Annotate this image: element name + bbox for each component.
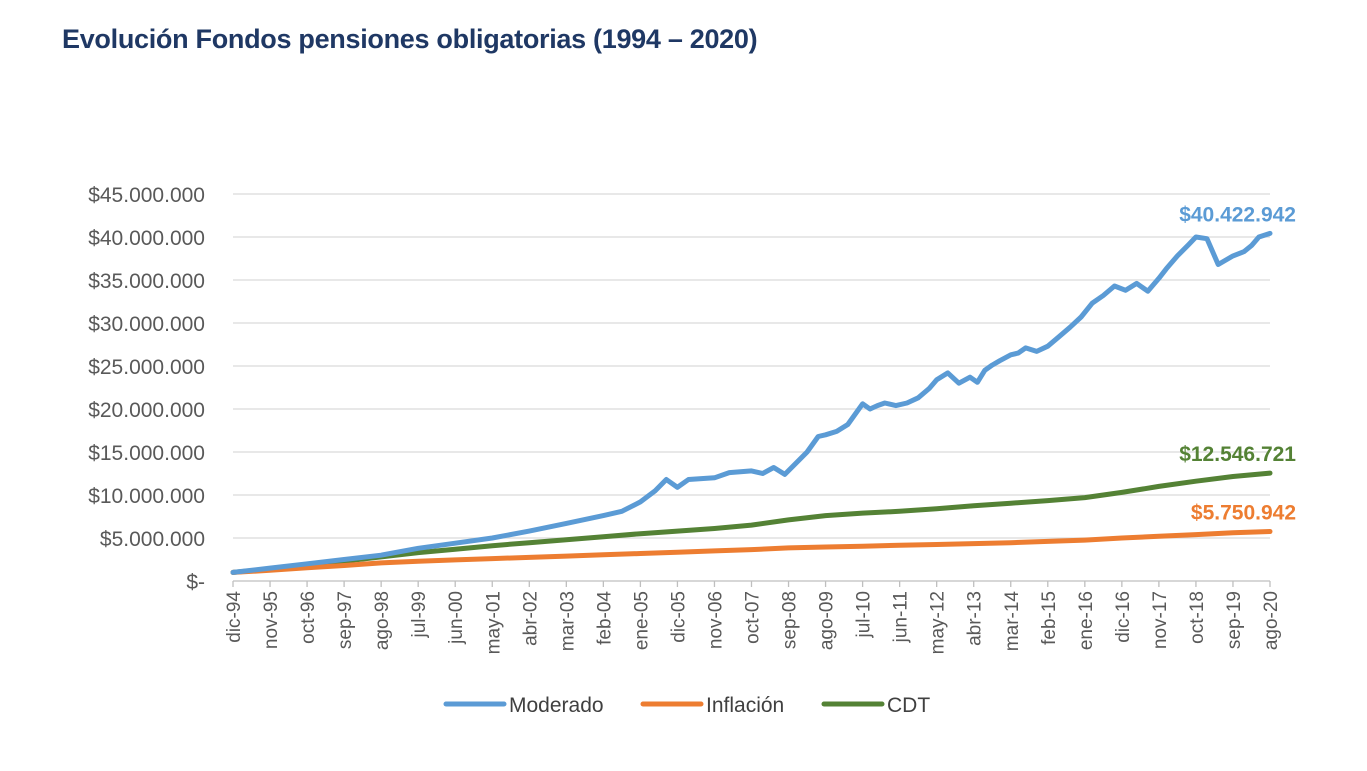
x-tick-label: dic-16 — [1113, 591, 1134, 643]
x-tick-label: may-12 — [928, 591, 949, 654]
x-tick-label: oct-18 — [1187, 591, 1208, 644]
x-tick-label: nov-17 — [1150, 591, 1171, 649]
y-tick-label: $5.000.000 — [100, 528, 205, 551]
x-tick-label: jun-00 — [446, 591, 467, 645]
x-tick-label: mar-03 — [557, 591, 578, 651]
x-tick-label: ago-09 — [817, 591, 838, 650]
x-tick-label: oct-96 — [298, 591, 319, 644]
y-tick-label: $20.000.000 — [88, 399, 205, 422]
y-tick-label: $- — [186, 571, 205, 594]
x-tick-label: ago-20 — [1261, 591, 1282, 650]
y-tick-label: $25.000.000 — [88, 356, 205, 379]
x-tick-label: feb-15 — [1039, 591, 1060, 645]
x-tick-label: sep-97 — [335, 591, 356, 649]
end-label-moderado: $40.422.942 — [1179, 203, 1296, 226]
y-tick-label: $45.000.000 — [88, 184, 205, 207]
x-tick-label: oct-07 — [743, 591, 764, 644]
x-tick-label: jul-99 — [409, 591, 430, 638]
x-tick-label: nov-06 — [705, 591, 726, 649]
x-tick-label: jul-10 — [854, 591, 875, 638]
x-tick-label: ago-98 — [372, 591, 393, 650]
x-tick-label: abr-13 — [965, 591, 986, 646]
x-tick-label: jun-11 — [891, 591, 912, 643]
end-label-inflacin: $5.750.942 — [1191, 502, 1296, 525]
x-axis: dic-94 nov-95 oct-96 sep-97 ago-98 jul-99 jun-… — [224, 581, 1282, 654]
end-label-cdt: $12.546.721 — [1179, 443, 1296, 466]
y-tick-label: $30.000.000 — [88, 313, 205, 336]
y-tick-label: $10.000.000 — [88, 485, 205, 508]
x-tick-label: sep-19 — [1224, 591, 1245, 649]
x-tick-label: abr-02 — [520, 591, 541, 646]
y-tick-label: $15.000.000 — [88, 442, 205, 465]
legend: Moderado Inflación CDT — [446, 694, 930, 717]
series-lines — [233, 233, 1270, 572]
series-line-moderado — [233, 233, 1270, 572]
line-chart: $- $5.000.000 $10.000.000 $15.000.000 $20.00… — [0, 0, 1367, 771]
y-tick-label: $35.000.000 — [88, 270, 205, 293]
legend-label-cdt: CDT — [887, 694, 930, 717]
x-tick-label: may-01 — [483, 591, 504, 654]
x-tick-label: dic-94 — [224, 591, 245, 643]
y-tick-label: $40.000.000 — [88, 227, 205, 250]
legend-label-inflacin: Inflación — [706, 694, 784, 717]
x-tick-label: mar-14 — [1002, 591, 1023, 652]
x-tick-label: dic-05 — [668, 591, 689, 643]
gridlines — [233, 194, 1270, 538]
legend-label-moderado: Moderado — [509, 694, 604, 717]
y-axis-ticks: $- $5.000.000 $10.000.000 $15.000.000 $20.00… — [88, 184, 205, 594]
x-tick-label: feb-04 — [594, 591, 615, 645]
x-tick-label: ene-05 — [631, 591, 652, 650]
x-tick-label: nov-95 — [261, 591, 282, 649]
x-tick-label: ene-16 — [1076, 591, 1097, 650]
x-tick-label: sep-08 — [780, 591, 801, 649]
series-line-cdt — [233, 473, 1270, 572]
